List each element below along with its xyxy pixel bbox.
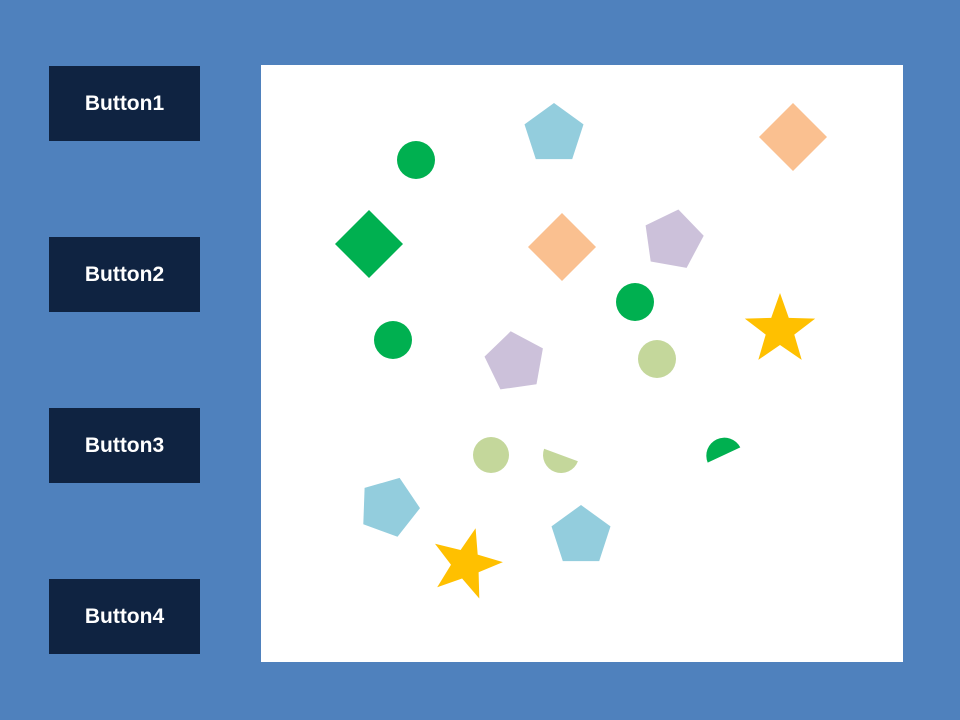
shape-canvas-svg bbox=[335, 103, 827, 599]
light-blue-pentagon-shape[interactable] bbox=[363, 477, 420, 537]
light-green-circle-shape[interactable] bbox=[638, 340, 676, 378]
light-green-circle-shape[interactable] bbox=[473, 437, 509, 473]
button-1[interactable]: Button1 bbox=[49, 66, 200, 141]
green-diamond-shape[interactable] bbox=[335, 210, 403, 278]
light-green-partial-circle-shape[interactable] bbox=[543, 448, 578, 473]
green-partial-circle-shape[interactable] bbox=[706, 437, 741, 463]
peach-diamond-shape[interactable] bbox=[528, 213, 596, 281]
peach-diamond-shape[interactable] bbox=[759, 103, 827, 171]
button-4[interactable]: Button4 bbox=[49, 579, 200, 654]
green-circle-shape[interactable] bbox=[374, 321, 412, 359]
light-blue-pentagon-shape[interactable] bbox=[551, 505, 611, 562]
lavender-pentagon-shape[interactable] bbox=[484, 331, 543, 390]
button-2[interactable]: Button2 bbox=[49, 237, 200, 312]
shape-canvas[interactable] bbox=[261, 65, 903, 662]
gold-star-shape[interactable] bbox=[435, 528, 503, 599]
lavender-pentagon-shape[interactable] bbox=[645, 209, 704, 268]
button-3[interactable]: Button3 bbox=[49, 408, 200, 483]
green-circle-shape[interactable] bbox=[397, 141, 435, 179]
gold-star-shape[interactable] bbox=[744, 293, 816, 360]
light-blue-pentagon-shape[interactable] bbox=[524, 103, 584, 160]
green-circle-shape[interactable] bbox=[616, 283, 654, 321]
